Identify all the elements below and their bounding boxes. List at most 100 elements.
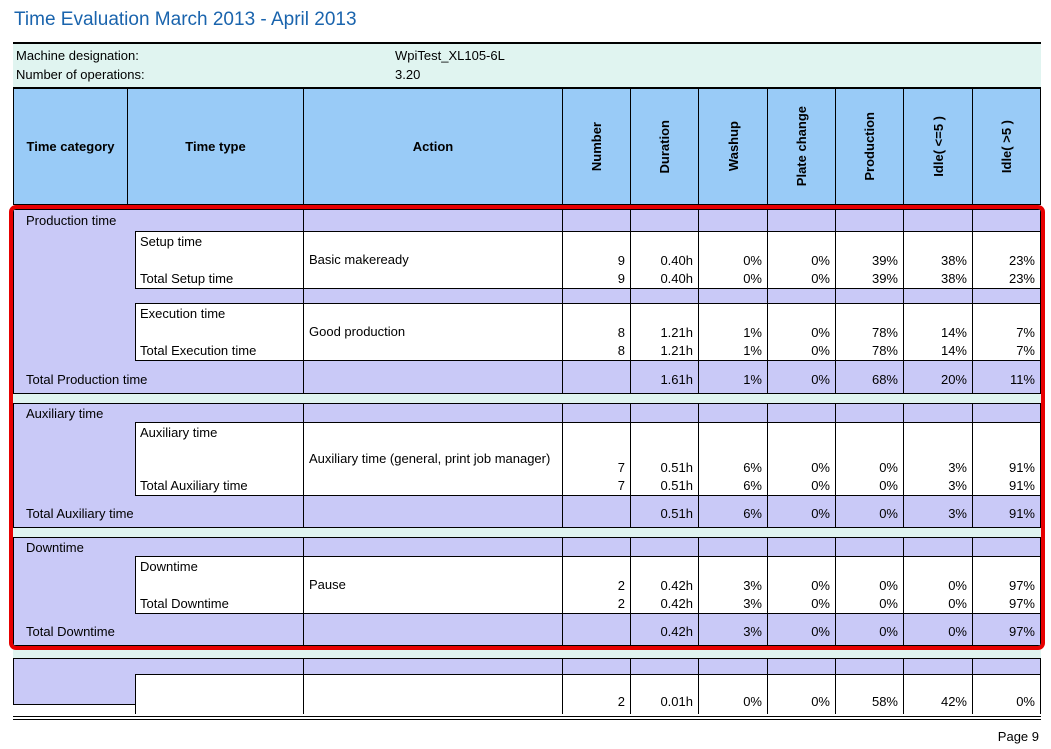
column-header-action: Action [303,89,562,204]
empty-cell [972,210,1040,231]
empty-cell [972,659,1040,674]
empty-cell [630,404,698,422]
value-cell-plate-change: 0% [767,477,835,495]
auxiliary-time-group: Auxiliary time Auxiliary time (general, … [14,422,1040,496]
machine-designation-value: WpiTest_XL105-6L [395,48,505,63]
empty-cell [698,232,767,249]
empty-cell [630,289,698,303]
empty-cell [767,659,835,674]
value-cell-duration: 0.42h [630,595,698,613]
page-bottom-rule [13,716,1041,720]
auxiliary-total-label: Total Auxiliary time [140,478,248,493]
empty-cell [835,289,903,303]
empty-cell [303,557,562,574]
value-cell-number: 8 [562,342,630,360]
column-header-washup-label: Washup [725,121,741,172]
value-cell-washup: 0% [698,249,767,270]
value-cell-idle-le5: 0% [903,574,972,595]
empty-cell [972,232,1040,249]
downtime-action-label: Pause [303,574,562,595]
empty-cell [303,538,562,556]
value-cell-idle-le5: 42% [903,675,972,714]
execution-time-type-label: Execution time [140,306,226,321]
auxiliary-time-type-label: Auxiliary time [140,425,218,440]
execution-time-group: Execution time Good production 8 1.21h 1… [14,303,1040,361]
value-cell-idle-le5: 20% [903,361,972,393]
value-cell-idle-le5: 38% [903,249,972,270]
column-header-production: Production [835,89,903,204]
section-downtime: Downtime Downtime Pause 2 0.42h 3% 0% [13,537,1041,646]
value-cell-idle-le5: 3% [903,477,972,495]
value-cell-production: 0% [835,477,903,495]
empty-cell [562,538,630,556]
empty-cell [562,404,630,422]
empty-cell [767,210,835,231]
column-header-idle-gt5-label: Idle( >5 ) [999,119,1014,174]
section-production-time: Production time Setup time Basic makerea… [13,209,1041,394]
machine-designation-label: Machine designation: [16,48,139,63]
empty-cell [630,557,698,574]
empty-cell [303,289,562,303]
overflow-box: 2 0.01h 0% 0% 58% 42% 0% [135,674,1041,714]
value-cell-idle-le5: 0% [903,595,972,613]
value-cell-plate-change: 0% [767,614,835,645]
empty-cell [698,538,767,556]
value-cell-production: 0% [835,574,903,595]
empty-cell [303,423,562,440]
table-header-row: Time category Time type Action Number Du… [13,87,1041,205]
empty-cell [767,538,835,556]
empty-cell [835,659,903,674]
number-of-operations-row: Number of operations: 3.20 [13,65,1041,84]
empty-cell [972,557,1040,574]
empty-cell [835,304,903,321]
value-cell-duration: 0.01h [630,675,698,714]
value-cell-production: 0% [835,496,903,527]
setup-total-label: Total Setup time [140,271,234,286]
value-cell-plate-change: 0% [767,361,835,393]
total-auxiliary-time-label: Total Auxiliary time [26,506,134,521]
empty-cell [303,210,562,231]
value-cell-washup: 0% [698,675,767,714]
empty-cell [903,659,972,674]
value-cell-duration: 0.51h [630,440,698,477]
category-strip [14,231,135,289]
column-header-number: Number [562,89,630,204]
empty-cell [972,538,1040,556]
empty-cell [835,232,903,249]
value-cell-duration: 1.21h [630,321,698,342]
downtime-total-label: Total Downtime [140,596,229,611]
empty-cell [835,423,903,440]
empty-cell [698,289,767,303]
empty-cell [303,342,562,360]
overflow-header-row [13,658,1041,674]
column-header-plate-change: Plate change [767,89,835,204]
value-cell-number: 2 [562,675,630,714]
section-gap [13,650,1041,658]
empty-cell [303,614,562,645]
value-cell-number [562,496,630,527]
value-cell-idle-le5: 0% [903,614,972,645]
value-cell-production: 0% [835,440,903,477]
empty-cell [14,659,303,674]
value-cell-plate-change: 0% [767,675,835,714]
value-cell-washup: 3% [698,595,767,613]
category-strip [14,556,135,614]
empty-cell [136,675,303,714]
value-cell-washup: 6% [698,496,767,527]
downtime-box: Downtime Pause 2 0.42h 3% 0% 0% 0% 97% T… [135,556,1040,614]
total-downtime-label: Total Downtime [26,624,115,639]
empty-cell [767,232,835,249]
empty-cell [136,440,303,477]
value-cell-plate-change: 0% [767,595,835,613]
section-gap [13,528,1041,537]
value-cell-production: 58% [835,675,903,714]
value-cell-washup: 3% [698,614,767,645]
empty-cell [303,361,562,393]
value-cell-duration: 0.40h [630,270,698,288]
empty-cell [303,659,562,674]
empty-cell [136,321,303,342]
value-cell-idle-le5: 14% [903,342,972,360]
column-header-plate-change-label: Plate change [794,106,809,187]
value-cell-idle-gt5: 91% [972,496,1040,527]
downtime-header-row: Downtime [14,538,1040,556]
